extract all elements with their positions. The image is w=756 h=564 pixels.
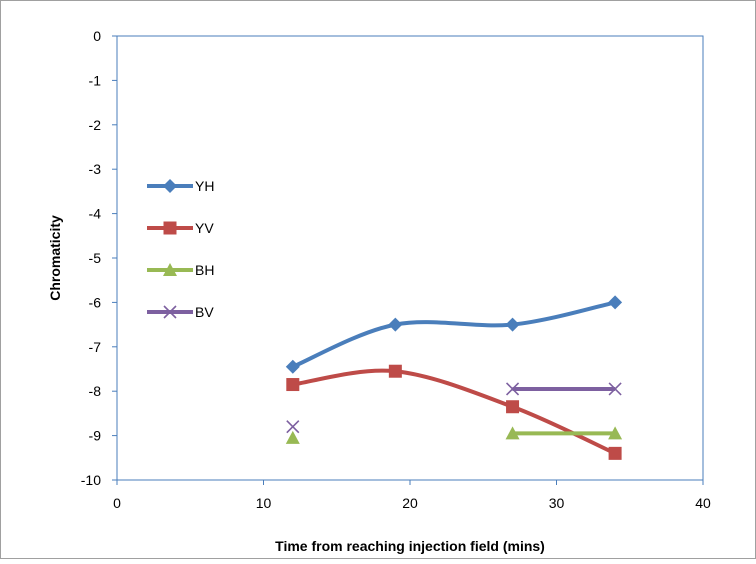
legend-marker bbox=[163, 221, 177, 235]
y-axis-title: Chromaticity bbox=[47, 215, 63, 301]
legend-label: BV bbox=[195, 304, 214, 320]
x-tick-label: 20 bbox=[402, 495, 418, 511]
x-tick-label: 30 bbox=[549, 495, 565, 511]
legend-item-bv: BV bbox=[147, 304, 214, 320]
y-tick-label: -4 bbox=[89, 206, 102, 222]
plot-area bbox=[116, 35, 704, 481]
data-point bbox=[506, 400, 520, 414]
x-axis-title: Time from reaching injection field (mins… bbox=[275, 538, 545, 554]
y-tick-label: -6 bbox=[89, 294, 102, 310]
series-line bbox=[290, 300, 618, 369]
data-point bbox=[285, 430, 300, 444]
legend-item-yv: YV bbox=[147, 220, 214, 236]
legend-item-bh: BH bbox=[147, 262, 214, 278]
legend-marker bbox=[163, 263, 177, 276]
legend-item-yh: YH bbox=[147, 178, 214, 194]
y-tick-label: -1 bbox=[89, 72, 102, 88]
y-tick-label: -7 bbox=[89, 339, 102, 355]
legend-label: YH bbox=[195, 178, 214, 194]
series-bv bbox=[286, 382, 622, 434]
data-point bbox=[505, 382, 520, 396]
series-layer bbox=[285, 295, 623, 460]
legend-marker bbox=[163, 179, 177, 193]
legend-label: BH bbox=[195, 262, 214, 278]
y-tick-label: -9 bbox=[89, 428, 102, 444]
data-point bbox=[505, 317, 520, 332]
data-point bbox=[608, 382, 622, 396]
data-point bbox=[388, 317, 403, 332]
data-point bbox=[608, 295, 623, 310]
y-tick-label: 0 bbox=[93, 28, 101, 44]
legend: YH YV BH BV bbox=[147, 178, 214, 320]
y-tick-label: -2 bbox=[89, 117, 102, 133]
y-tick-label: -8 bbox=[89, 383, 102, 399]
data-point bbox=[286, 378, 300, 392]
x-tick-label: 10 bbox=[256, 495, 272, 511]
series-bh bbox=[285, 426, 623, 444]
data-point bbox=[388, 364, 402, 378]
x-tick-label: 40 bbox=[695, 495, 711, 511]
axes: 0 10 20 30 40 0 -1 -2 -3 -4 -5 -6 -7 -8 -9 -10 bbox=[81, 28, 711, 511]
y-tick-label: -3 bbox=[89, 161, 102, 177]
x-tick-label: 0 bbox=[113, 495, 121, 511]
series-yh bbox=[285, 295, 623, 374]
legend-label: YV bbox=[195, 220, 214, 236]
data-point bbox=[505, 426, 520, 440]
data-point bbox=[608, 446, 622, 460]
legend-marker bbox=[163, 305, 177, 319]
data-point bbox=[285, 359, 300, 374]
y-tick-label: -10 bbox=[81, 472, 101, 488]
data-point bbox=[286, 420, 300, 434]
data-point bbox=[608, 426, 623, 440]
y-tick-label: -5 bbox=[89, 250, 102, 266]
